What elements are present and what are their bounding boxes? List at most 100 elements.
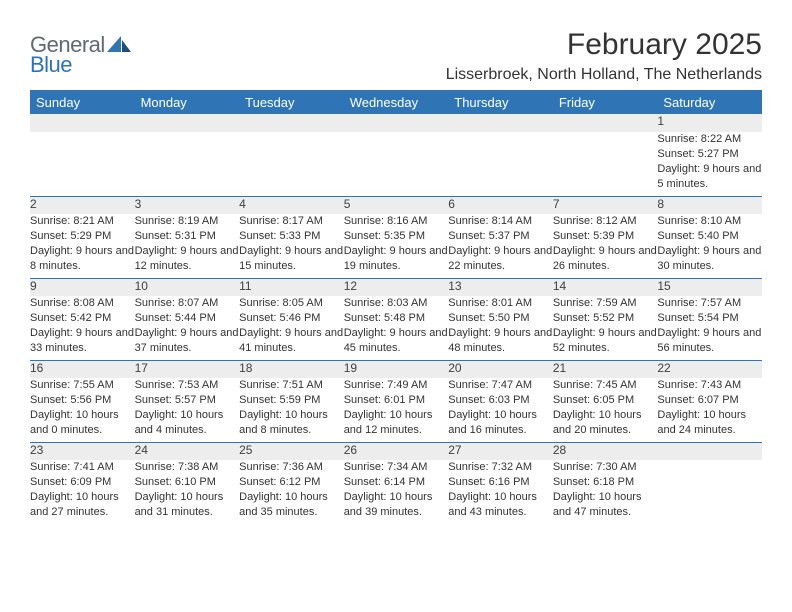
day-detail-cell: Sunrise: 8:08 AMSunset: 5:42 PMDaylight:…: [30, 296, 135, 360]
day-number-cell: 15: [657, 278, 762, 296]
day-number-cell: 13: [448, 278, 553, 296]
page-title: February 2025: [446, 28, 762, 62]
sunset-line: Sunset: 6:18 PM: [553, 475, 658, 490]
sunset-line: Sunset: 5:33 PM: [239, 229, 344, 244]
sunset-line: Sunset: 5:59 PM: [239, 393, 344, 408]
daylight-line: Daylight: 9 hours and 45 minutes.: [344, 326, 449, 356]
day-number-cell: 6: [448, 196, 553, 214]
location-subtitle: Lisserbroek, North Holland, The Netherla…: [446, 66, 762, 84]
sunset-line: Sunset: 5:39 PM: [553, 229, 658, 244]
day-detail-cell: Sunrise: 8:12 AMSunset: 5:39 PMDaylight:…: [553, 214, 658, 278]
day-number-cell: 23: [30, 442, 135, 460]
weekday-header-row: Sunday Monday Tuesday Wednesday Thursday…: [30, 91, 762, 114]
col-friday: Friday: [553, 91, 658, 114]
day-number-cell: 20: [448, 360, 553, 378]
day-detail-cell: Sunrise: 8:03 AMSunset: 5:48 PMDaylight:…: [344, 296, 449, 360]
day-detail-cell: Sunrise: 7:47 AMSunset: 6:03 PMDaylight:…: [448, 378, 553, 442]
day-detail-cell: Sunrise: 7:41 AMSunset: 6:09 PMDaylight:…: [30, 460, 135, 524]
sunrise-line: Sunrise: 7:34 AM: [344, 460, 449, 475]
day-detail-cell: [135, 132, 240, 196]
day-detail-cell: Sunrise: 8:22 AMSunset: 5:27 PMDaylight:…: [657, 132, 762, 196]
daylight-line: Daylight: 9 hours and 48 minutes.: [448, 326, 553, 356]
day-number-cell: 18: [239, 360, 344, 378]
daylight-line: Daylight: 9 hours and 30 minutes.: [657, 244, 762, 274]
sunrise-line: Sunrise: 8:12 AM: [553, 214, 658, 229]
logo-blue-text: Blue: [30, 54, 105, 76]
brand-logo: General Blue: [30, 28, 131, 76]
day-number-cell: 25: [239, 442, 344, 460]
daylight-line: Daylight: 10 hours and 4 minutes.: [135, 408, 240, 438]
sunset-line: Sunset: 5:56 PM: [30, 393, 135, 408]
daylight-line: Daylight: 10 hours and 31 minutes.: [135, 490, 240, 520]
day-number-cell: [553, 114, 658, 132]
header: General Blue February 2025 Lisserbroek, …: [30, 28, 762, 84]
day-detail-row: Sunrise: 8:21 AMSunset: 5:29 PMDaylight:…: [30, 214, 762, 278]
day-number-cell: 8: [657, 196, 762, 214]
sunset-line: Sunset: 6:12 PM: [239, 475, 344, 490]
day-number-cell: [30, 114, 135, 132]
daylight-line: Daylight: 9 hours and 33 minutes.: [30, 326, 135, 356]
sunset-line: Sunset: 5:52 PM: [553, 311, 658, 326]
day-detail-cell: Sunrise: 7:30 AMSunset: 6:18 PMDaylight:…: [553, 460, 658, 524]
sunrise-line: Sunrise: 7:49 AM: [344, 378, 449, 393]
day-number-row: 16171819202122: [30, 360, 762, 378]
daylight-line: Daylight: 10 hours and 8 minutes.: [239, 408, 344, 438]
day-number-cell: 26: [344, 442, 449, 460]
sunrise-line: Sunrise: 7:59 AM: [553, 296, 658, 311]
daylight-line: Daylight: 10 hours and 35 minutes.: [239, 490, 344, 520]
day-detail-cell: Sunrise: 8:07 AMSunset: 5:44 PMDaylight:…: [135, 296, 240, 360]
day-number-cell: 24: [135, 442, 240, 460]
sunset-line: Sunset: 5:40 PM: [657, 229, 762, 244]
day-number-cell: 3: [135, 196, 240, 214]
day-detail-cell: Sunrise: 8:21 AMSunset: 5:29 PMDaylight:…: [30, 214, 135, 278]
day-detail-cell: Sunrise: 7:38 AMSunset: 6:10 PMDaylight:…: [135, 460, 240, 524]
daylight-line: Daylight: 10 hours and 20 minutes.: [553, 408, 658, 438]
sunset-line: Sunset: 5:48 PM: [344, 311, 449, 326]
day-detail-cell: Sunrise: 8:10 AMSunset: 5:40 PMDaylight:…: [657, 214, 762, 278]
day-number-cell: 17: [135, 360, 240, 378]
logo-sail-icon: [107, 36, 131, 54]
sunset-line: Sunset: 6:10 PM: [135, 475, 240, 490]
day-number-cell: 2: [30, 196, 135, 214]
day-detail-cell: [657, 460, 762, 524]
day-detail-cell: Sunrise: 7:34 AMSunset: 6:14 PMDaylight:…: [344, 460, 449, 524]
sunrise-line: Sunrise: 7:41 AM: [30, 460, 135, 475]
sunrise-line: Sunrise: 8:07 AM: [135, 296, 240, 311]
daylight-line: Daylight: 9 hours and 22 minutes.: [448, 244, 553, 274]
sunrise-line: Sunrise: 8:16 AM: [344, 214, 449, 229]
sunrise-line: Sunrise: 7:30 AM: [553, 460, 658, 475]
day-detail-cell: Sunrise: 7:43 AMSunset: 6:07 PMDaylight:…: [657, 378, 762, 442]
sunset-line: Sunset: 6:05 PM: [553, 393, 658, 408]
day-detail-cell: Sunrise: 7:32 AMSunset: 6:16 PMDaylight:…: [448, 460, 553, 524]
day-detail-row: Sunrise: 7:55 AMSunset: 5:56 PMDaylight:…: [30, 378, 762, 442]
day-number-cell: 16: [30, 360, 135, 378]
day-detail-cell: Sunrise: 8:19 AMSunset: 5:31 PMDaylight:…: [135, 214, 240, 278]
daylight-line: Daylight: 10 hours and 39 minutes.: [344, 490, 449, 520]
sunrise-line: Sunrise: 7:38 AM: [135, 460, 240, 475]
day-number-cell: 27: [448, 442, 553, 460]
daylight-line: Daylight: 10 hours and 16 minutes.: [448, 408, 553, 438]
day-number-cell: [448, 114, 553, 132]
day-number-cell: 12: [344, 278, 449, 296]
daylight-line: Daylight: 9 hours and 41 minutes.: [239, 326, 344, 356]
day-detail-cell: Sunrise: 8:01 AMSunset: 5:50 PMDaylight:…: [448, 296, 553, 360]
day-detail-cell: [448, 132, 553, 196]
sunset-line: Sunset: 5:31 PM: [135, 229, 240, 244]
day-detail-cell: [344, 132, 449, 196]
daylight-line: Daylight: 10 hours and 0 minutes.: [30, 408, 135, 438]
sunset-line: Sunset: 6:07 PM: [657, 393, 762, 408]
col-sunday: Sunday: [30, 91, 135, 114]
sunrise-line: Sunrise: 7:43 AM: [657, 378, 762, 393]
day-number-cell: 28: [553, 442, 658, 460]
sunset-line: Sunset: 5:44 PM: [135, 311, 240, 326]
day-detail-row: Sunrise: 8:22 AMSunset: 5:27 PMDaylight:…: [30, 132, 762, 196]
day-detail-row: Sunrise: 7:41 AMSunset: 6:09 PMDaylight:…: [30, 460, 762, 524]
day-number-cell: 4: [239, 196, 344, 214]
day-detail-row: Sunrise: 8:08 AMSunset: 5:42 PMDaylight:…: [30, 296, 762, 360]
sunset-line: Sunset: 5:50 PM: [448, 311, 553, 326]
day-detail-cell: Sunrise: 7:59 AMSunset: 5:52 PMDaylight:…: [553, 296, 658, 360]
daylight-line: Daylight: 10 hours and 47 minutes.: [553, 490, 658, 520]
day-detail-cell: Sunrise: 7:49 AMSunset: 6:01 PMDaylight:…: [344, 378, 449, 442]
sunrise-line: Sunrise: 7:36 AM: [239, 460, 344, 475]
day-number-cell: [239, 114, 344, 132]
